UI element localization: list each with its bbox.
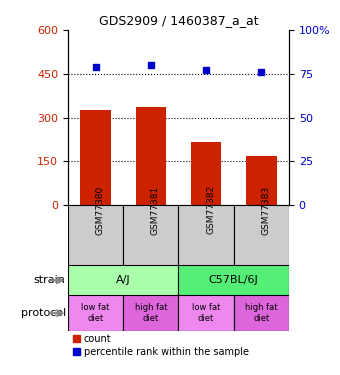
Text: GSM77383: GSM77383 bbox=[261, 185, 270, 234]
Text: low fat
diet: low fat diet bbox=[192, 303, 220, 323]
Bar bbox=[234, 296, 289, 331]
Bar bbox=[68, 205, 123, 265]
Text: GSM77380: GSM77380 bbox=[96, 185, 105, 234]
Text: low fat
diet: low fat diet bbox=[82, 303, 110, 323]
Bar bbox=[234, 205, 289, 265]
Text: C57BL/6J: C57BL/6J bbox=[209, 275, 259, 285]
Bar bbox=[123, 205, 178, 265]
Bar bbox=[178, 296, 234, 331]
Text: GSM77382: GSM77382 bbox=[206, 185, 215, 234]
Title: GDS2909 / 1460387_a_at: GDS2909 / 1460387_a_at bbox=[99, 15, 258, 27]
Bar bbox=[246, 156, 276, 205]
Legend: count, percentile rank within the sample: count, percentile rank within the sample bbox=[73, 334, 249, 357]
Bar bbox=[68, 265, 178, 296]
Text: strain: strain bbox=[34, 275, 66, 285]
Bar bbox=[68, 296, 123, 331]
Text: protocol: protocol bbox=[20, 308, 66, 318]
Text: high fat
diet: high fat diet bbox=[245, 303, 278, 323]
Text: A/J: A/J bbox=[116, 275, 131, 285]
Bar bbox=[178, 205, 234, 265]
Bar bbox=[123, 296, 178, 331]
Text: high fat
diet: high fat diet bbox=[135, 303, 167, 323]
Text: GSM77381: GSM77381 bbox=[151, 185, 160, 234]
Bar bbox=[136, 107, 166, 205]
Bar bbox=[81, 110, 111, 205]
Bar bbox=[191, 142, 221, 205]
Bar bbox=[178, 265, 289, 296]
